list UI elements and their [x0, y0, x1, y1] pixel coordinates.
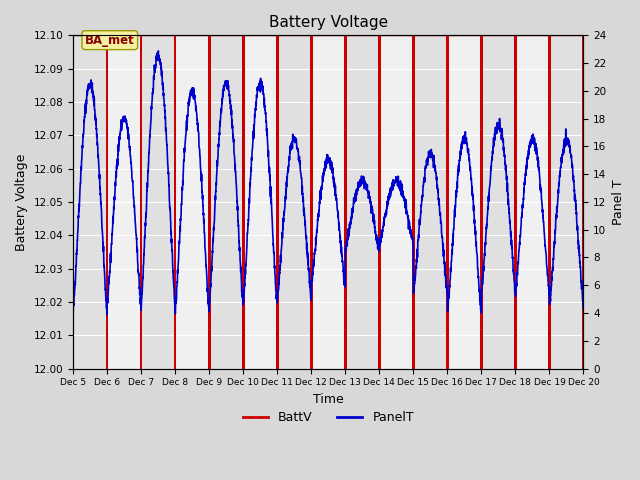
Bar — [141, 36, 175, 369]
Bar — [276, 36, 278, 369]
Bar — [107, 36, 141, 369]
Bar — [243, 36, 277, 369]
Bar — [447, 36, 481, 369]
Y-axis label: Battery Voltage: Battery Voltage — [15, 153, 28, 251]
Bar — [242, 36, 244, 369]
Bar — [345, 36, 380, 369]
Bar — [209, 36, 243, 369]
Bar — [480, 36, 483, 369]
Bar — [173, 36, 177, 369]
Bar — [73, 36, 107, 369]
Bar — [413, 36, 447, 369]
Bar — [311, 36, 345, 369]
Bar — [106, 36, 108, 369]
Bar — [550, 36, 584, 369]
Bar — [514, 36, 516, 369]
Bar — [582, 36, 585, 369]
Text: BA_met: BA_met — [85, 34, 134, 47]
Bar — [378, 36, 381, 369]
Title: Battery Voltage: Battery Voltage — [269, 15, 388, 30]
Bar — [380, 36, 413, 369]
Bar — [548, 36, 551, 369]
Bar — [175, 36, 209, 369]
Bar — [208, 36, 211, 369]
Y-axis label: Panel T: Panel T — [612, 179, 625, 225]
Bar — [310, 36, 312, 369]
Bar — [481, 36, 515, 369]
Bar — [446, 36, 449, 369]
Bar — [140, 36, 143, 369]
X-axis label: Time: Time — [313, 393, 344, 406]
Bar — [277, 36, 311, 369]
Legend: BattV, PanelT: BattV, PanelT — [237, 406, 419, 429]
Bar — [344, 36, 347, 369]
Bar — [412, 36, 415, 369]
Bar — [515, 36, 550, 369]
